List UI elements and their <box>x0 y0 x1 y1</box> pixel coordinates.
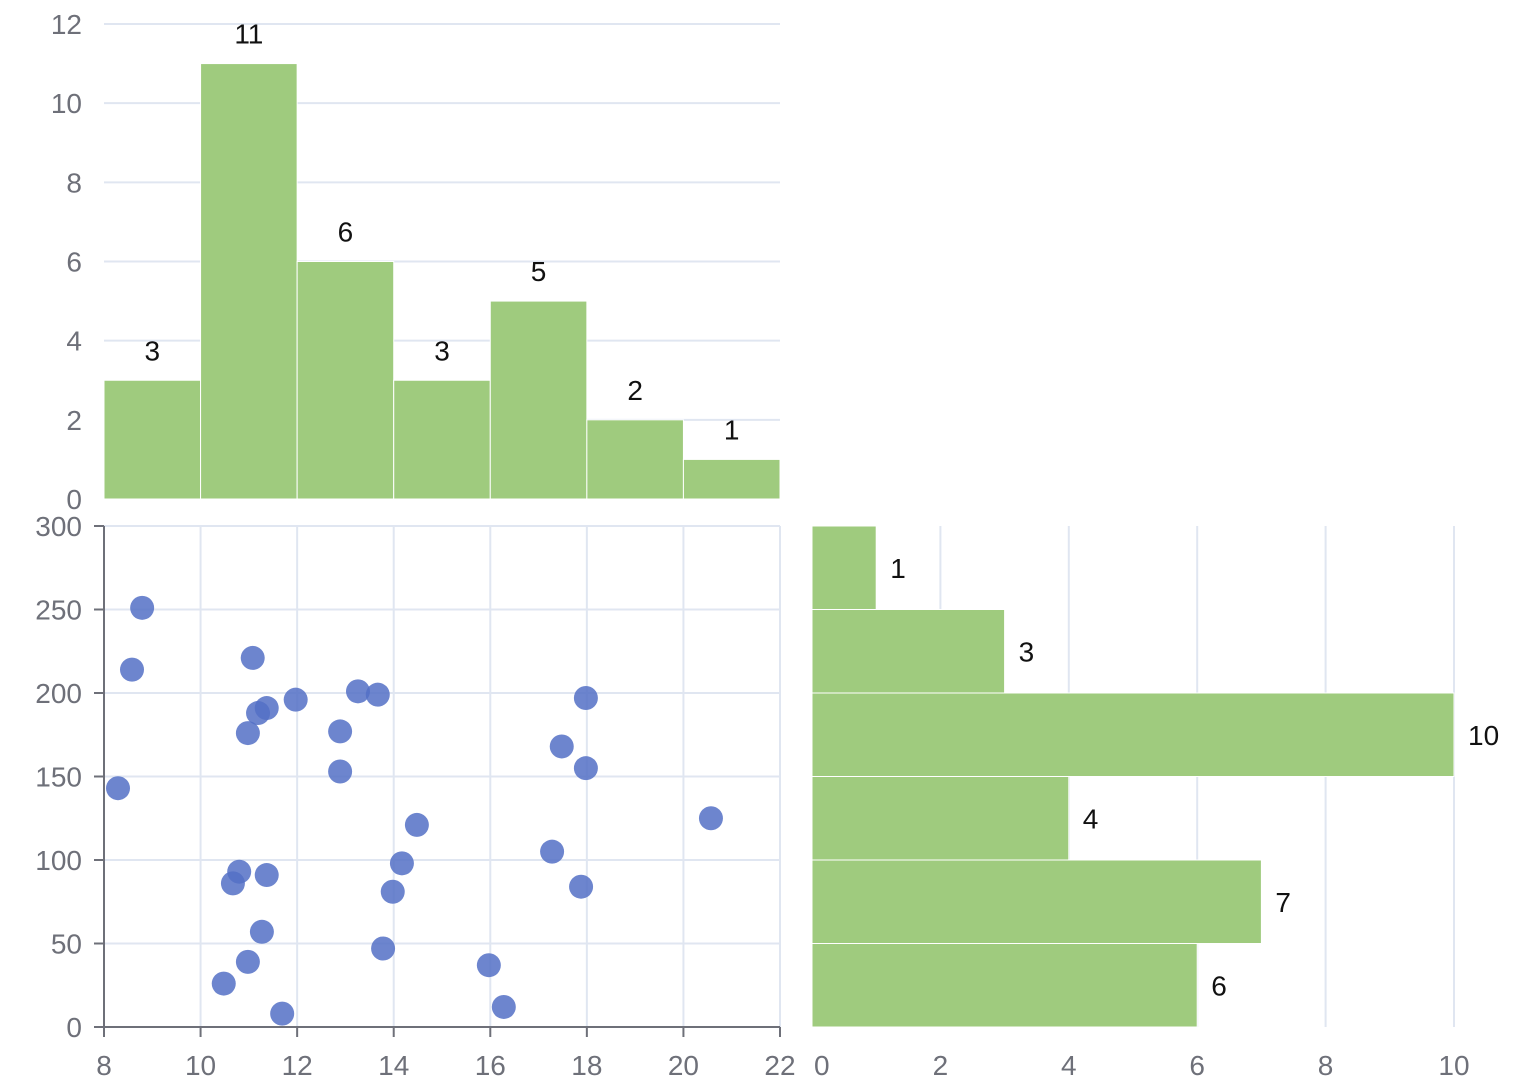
scatter-point <box>476 953 501 978</box>
x-hist-y-tick-label: 6 <box>66 247 82 278</box>
scatter-point <box>549 734 574 759</box>
x-hist-bar-label: 6 <box>338 217 354 248</box>
scatter-point <box>365 682 390 707</box>
scatter-point <box>106 776 131 801</box>
scatter-point <box>573 756 598 781</box>
x-hist-bar <box>586 419 684 500</box>
scatter-point <box>371 936 396 961</box>
y-hist-x-tick-label: 6 <box>1189 1050 1205 1081</box>
scatter-point <box>249 919 274 944</box>
scatter-x-tick-label: 20 <box>668 1050 699 1081</box>
scatter-point <box>130 595 155 620</box>
y-hist-bar-label: 3 <box>1019 636 1035 667</box>
x-hist-bar <box>489 300 588 500</box>
x-hist-bar <box>296 261 395 500</box>
x-hist-y-tick-label: 2 <box>66 405 82 436</box>
scatter-point <box>698 806 723 831</box>
scatter-x-tick-label: 22 <box>764 1050 795 1081</box>
x-hist-bar <box>682 458 781 500</box>
scatter-y-tick-label: 50 <box>51 929 82 960</box>
x-hist-y-tick-label: 10 <box>51 88 82 119</box>
y-hist-x-tick-label: 10 <box>1438 1050 1469 1081</box>
x-hist-bar <box>393 379 491 500</box>
scatter-y-tick-label: 150 <box>35 762 82 793</box>
y-hist-bar <box>811 609 1006 694</box>
scatter-point <box>283 687 308 712</box>
y-hist-bar-label: 4 <box>1083 803 1099 834</box>
x-hist-y-tick-label: 12 <box>51 9 82 40</box>
y-hist-bar-label: 10 <box>1468 720 1499 751</box>
y-hist-bar-label: 1 <box>890 553 906 584</box>
scatter-y-tick-label: 250 <box>35 595 82 626</box>
scatter-point <box>235 949 260 974</box>
scatter-point <box>573 686 598 711</box>
x-hist-bar-label: 3 <box>144 335 160 366</box>
x-hist-bar-label: 5 <box>531 256 547 287</box>
scatter-point <box>380 879 405 904</box>
scatter-point <box>270 1001 295 1026</box>
y-hist-x-tick-label: 2 <box>933 1050 949 1081</box>
scatter-x-tick-label: 12 <box>282 1050 313 1081</box>
scatter-point <box>254 863 279 888</box>
x-hist-bar <box>200 63 298 500</box>
scatter-point <box>328 759 353 784</box>
x-hist-bar-label: 3 <box>434 335 450 366</box>
scatter-point <box>120 657 145 682</box>
y-hist-bar <box>811 692 1455 777</box>
y-hist-x-tick-label: 8 <box>1318 1050 1334 1081</box>
scatter-point <box>540 839 565 864</box>
y-hist-bar-label: 6 <box>1211 970 1227 1001</box>
y-hist-x-tick-label: 4 <box>1061 1050 1077 1081</box>
y-hist-bar <box>811 943 1198 1028</box>
scatter-x-tick-label: 16 <box>475 1050 506 1081</box>
scatter-point <box>491 994 516 1019</box>
scatter-point <box>240 645 265 670</box>
scatter-point <box>389 851 414 876</box>
scatter-x-tick-label: 8 <box>96 1050 112 1081</box>
scatter-point <box>211 971 236 996</box>
scatter-x-tick-label: 18 <box>571 1050 602 1081</box>
y-hist-bar <box>811 859 1262 944</box>
y-hist-x-tick-label: 0 <box>814 1050 830 1081</box>
scatter-y-tick-label: 0 <box>66 1012 82 1043</box>
scatter-point <box>569 874 594 899</box>
scatter-y-tick-label: 300 <box>35 511 82 542</box>
x-hist-bar-label: 1 <box>724 414 740 445</box>
scatter-point <box>246 701 271 726</box>
scatter-x-tick-label: 14 <box>378 1050 409 1081</box>
x-hist-bar-label: 11 <box>234 19 263 50</box>
scatter-point <box>404 812 429 837</box>
x-hist-y-tick-label: 0 <box>66 484 82 515</box>
scatter-point <box>220 871 245 896</box>
x-hist-bar <box>103 379 202 500</box>
scatter-point <box>328 719 353 744</box>
scatter-y-tick-label: 200 <box>35 678 82 709</box>
y-hist-bar-label: 7 <box>1275 887 1291 918</box>
scatter-y-tick-label: 100 <box>35 845 82 876</box>
x-hist-y-tick-label: 8 <box>66 167 82 198</box>
x-hist-bar-label: 2 <box>627 375 643 406</box>
scatter-point <box>345 679 370 704</box>
scatter-point <box>235 721 260 746</box>
y-hist-bar <box>811 525 877 610</box>
x-hist-y-tick-label: 4 <box>66 326 82 357</box>
y-hist-bar <box>811 776 1070 861</box>
scatter-x-tick-label: 10 <box>185 1050 216 1081</box>
